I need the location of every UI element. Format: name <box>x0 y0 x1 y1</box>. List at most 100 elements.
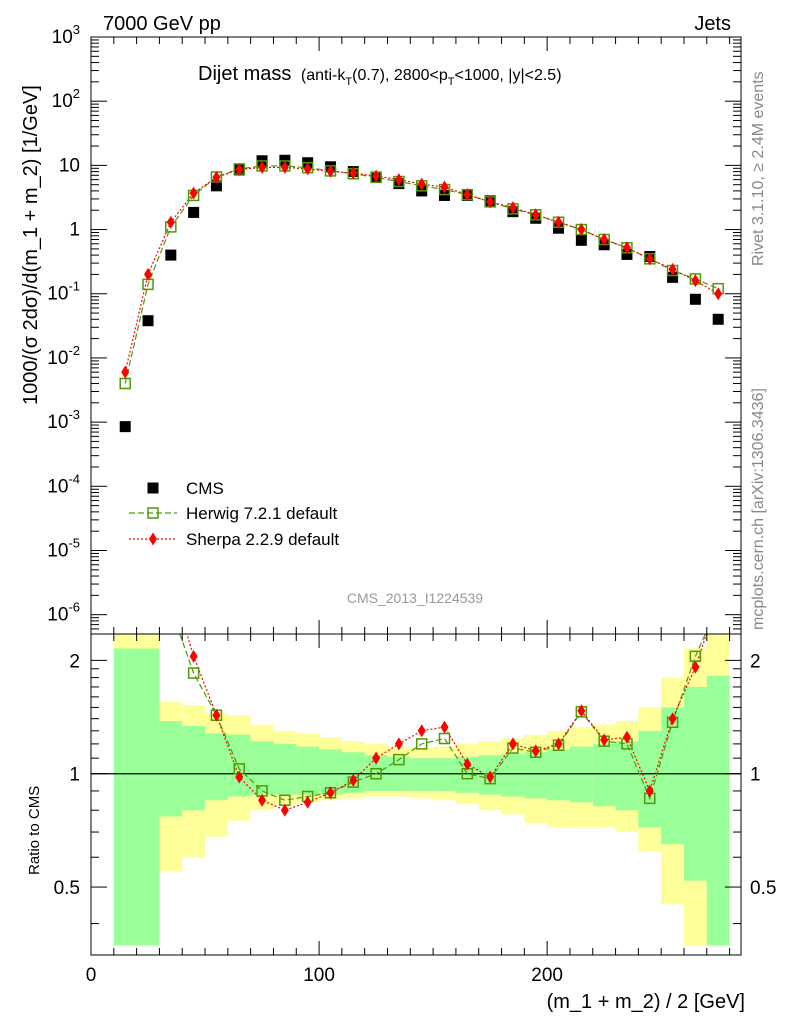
data-point <box>689 293 701 305</box>
ratio-point <box>554 737 563 751</box>
process-label: Jets <box>694 13 731 35</box>
ratio-tick-label-right: 0.5 <box>750 878 776 899</box>
data-point <box>212 170 221 184</box>
y-tick-label: 10-1 <box>47 279 80 305</box>
legend-label: CMS <box>186 479 224 498</box>
series-line-main-1 <box>124 165 719 384</box>
ratio-point <box>212 708 221 722</box>
chart-title: Dijet mass (anti-kT(0.7), 2800<pT<1000, … <box>198 63 562 88</box>
y-tick-label: 10-5 <box>47 535 80 561</box>
y-tick-label: 102 <box>52 86 80 112</box>
data-point <box>121 365 130 379</box>
uncertainty-band-green <box>547 749 570 801</box>
energy-label: 7000 GeV pp <box>103 13 221 35</box>
analysis-id: CMS_2013_I1224539 <box>347 590 483 606</box>
uncertainty-band-green <box>182 725 206 811</box>
legend-label: Sherpa 2.2.9 default <box>186 530 339 549</box>
data-point <box>165 249 177 261</box>
ratio-tick-label: 2 <box>69 651 80 672</box>
ratio-point <box>668 712 677 726</box>
data-point <box>621 248 633 260</box>
series-line-ratio-2 <box>186 634 708 811</box>
ratio-point <box>258 793 267 807</box>
uncertainty-band-green <box>524 752 548 799</box>
ratio-tick-label-right: 2 <box>750 651 761 672</box>
x-tick-label: 200 <box>531 965 563 986</box>
ratio-point <box>189 649 198 663</box>
ratio-bands <box>113 634 730 946</box>
data-point <box>577 223 586 237</box>
ratio-point <box>415 738 428 750</box>
legend-marker <box>147 507 159 519</box>
data-point <box>622 241 631 255</box>
rivet-label: Rivet 3.1.10, ≥ 2.4M events <box>750 71 767 266</box>
uncertainty-band-green <box>136 648 160 946</box>
legend-marker <box>147 482 159 494</box>
ratio-point <box>393 753 405 766</box>
ratio-point <box>486 770 495 784</box>
uncertainty-band-green <box>159 721 183 817</box>
uncertainty-band-green <box>227 734 251 797</box>
data-point <box>486 195 495 209</box>
data-point <box>645 252 654 266</box>
ratio-point <box>577 704 586 718</box>
data-point <box>326 164 335 178</box>
ratio-point <box>235 770 244 784</box>
data-point <box>235 163 244 177</box>
data-point <box>280 160 289 174</box>
uncertainty-band-green <box>296 746 320 795</box>
ratio-plot-frame <box>90 633 742 956</box>
ratio-point <box>372 751 381 765</box>
x-tick-label: 100 <box>303 965 335 986</box>
uncertainty-band-green <box>273 743 297 795</box>
data-point <box>166 215 175 229</box>
ratio-point <box>417 724 426 738</box>
uncertainty-band-green <box>683 686 707 881</box>
y-tick-label: 10-2 <box>47 343 80 369</box>
y-axis-label: 1000/(σ 2dσ)/d(m_1 + m_2) [1/GeV] <box>20 85 42 405</box>
ratio-point <box>463 757 472 771</box>
uncertainty-band-green <box>250 741 274 795</box>
y-tick-label: 103 <box>52 22 80 48</box>
axes: 0 100 200 10-6 10-5 10-4 10-3 10-2 10-1 1 10 102 103… <box>47 22 776 986</box>
uncertainty-band-green <box>319 749 342 795</box>
data-point <box>508 201 517 215</box>
uncertainty-band-green <box>501 753 525 797</box>
data-point <box>144 267 153 281</box>
data-point <box>394 173 403 187</box>
data-point <box>142 315 154 327</box>
data-point <box>210 180 222 192</box>
data-point <box>531 208 540 222</box>
data-point <box>303 162 312 176</box>
x-axis-label: (m_1 + m_2) / 2 [GeV] <box>547 991 745 1013</box>
y-tick-label: 10-3 <box>47 407 80 433</box>
ratio-point <box>645 784 654 798</box>
uncertainty-band-green <box>205 733 228 801</box>
legend-marker <box>149 532 157 546</box>
ratio-tick-label: 1 <box>69 765 80 786</box>
data-point <box>439 189 451 201</box>
y-tick-label: 10 <box>59 155 80 176</box>
uncertainty-band-green <box>569 746 593 803</box>
series-line-main-2 <box>124 166 719 373</box>
ratio-point <box>303 795 312 809</box>
y-tick-label: 1 <box>69 220 80 241</box>
data-point <box>349 166 358 180</box>
ratio-point <box>326 786 335 800</box>
ratio-tick-label: 0.5 <box>54 878 80 899</box>
data-point <box>668 262 677 276</box>
data-point <box>712 313 724 325</box>
y-tick-label: 10-6 <box>47 600 80 626</box>
uncertainty-band-green <box>433 758 456 791</box>
ratio-point <box>187 667 200 679</box>
data-point <box>440 180 449 194</box>
y-tick-label: 10-4 <box>47 471 80 497</box>
ratio-point <box>600 733 609 747</box>
data-point <box>714 287 723 301</box>
series-points <box>119 154 724 817</box>
ratio-point <box>349 773 358 787</box>
data-point <box>189 186 198 200</box>
uncertainty-band-green <box>615 741 639 811</box>
legend-label: Herwig 7.2.1 default <box>186 504 337 523</box>
